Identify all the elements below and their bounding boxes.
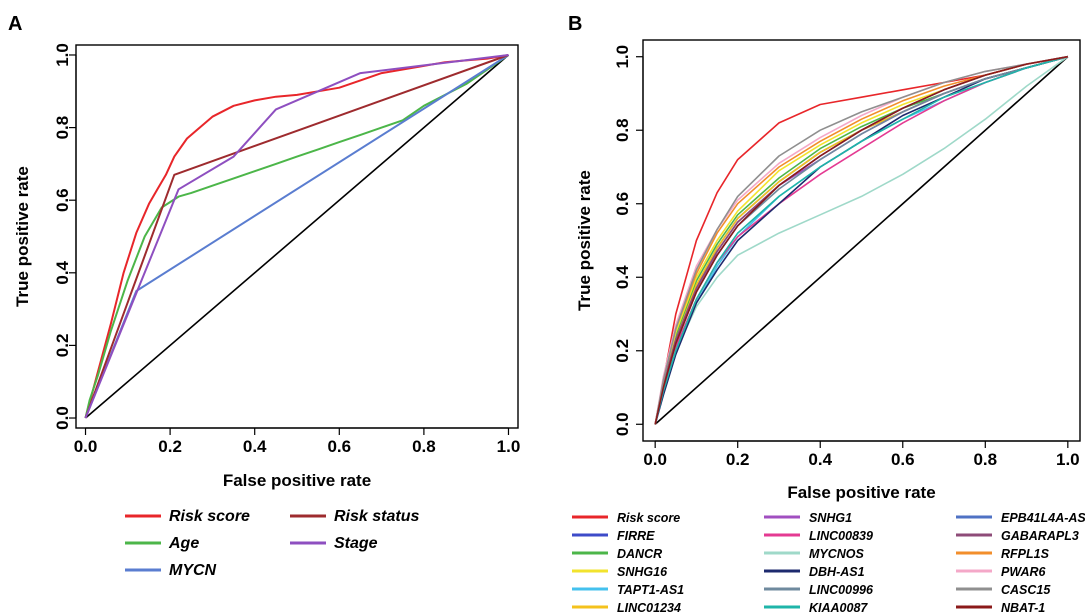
y-axis-title: True positive rate [13, 166, 32, 307]
legend-label: CASC15 [1001, 583, 1051, 597]
legend-item-nbat-1: NBAT-1 [956, 601, 1045, 614]
legend-item-linc00996: LINC00996 [764, 583, 874, 597]
y-tick-label: 0.2 [53, 334, 72, 358]
y-tick-label: 0.6 [613, 192, 632, 216]
legend-label: LINC00996 [809, 583, 874, 597]
x-tick-label: 1.0 [1056, 450, 1080, 469]
y-tick-label: 1.0 [53, 43, 72, 67]
legend-item-mycn: MYCN [125, 562, 217, 579]
legend-label: LINC00839 [809, 529, 873, 543]
panel-label: A [8, 13, 22, 35]
y-tick-label: 0.6 [53, 188, 72, 212]
legend-item-dbh-as1: DBH-AS1 [764, 565, 865, 579]
y-tick-label: 0.4 [53, 260, 72, 284]
legend-label: FIRRE [617, 529, 655, 543]
y-axis: 0.0 0.2 0.4 0.6 0.8 1.0 True positive rate [13, 43, 77, 430]
legend-item-kiaa0087: KIAA0087 [764, 601, 868, 614]
legend-item-tapt1-as1: TAPT1-AS1 [572, 583, 684, 597]
y-tick-label: 0.8 [613, 118, 632, 142]
legend-item-snhg16: SNHG16 [572, 565, 668, 579]
legend-item-dancr: DANCR [572, 547, 662, 561]
y-tick-label: 1.0 [613, 45, 632, 69]
legend-item-age: Age [125, 535, 199, 552]
roc-curve-nbat-1 [654, 55, 1068, 425]
x-tick-label: 0.8 [412, 437, 436, 456]
x-tick-label: 0.4 [808, 450, 832, 469]
legend-label: LINC01234 [617, 601, 681, 614]
x-axis: 0.0 0.2 0.4 0.6 0.8 1.0 False positive rate [643, 440, 1080, 502]
roc-curve-kiaa0087 [654, 55, 1069, 425]
legend-label: NBAT-1 [1001, 601, 1045, 614]
legend-item-risk-score: Risk score [572, 511, 680, 525]
legend-label: SNHG16 [617, 565, 668, 579]
x-axis-title: False positive rate [787, 483, 935, 502]
legend-item-risk-score: Risk score [125, 508, 250, 525]
roc-curve-stage [84, 54, 509, 419]
y-tick-label: 0.2 [613, 339, 632, 363]
legend-item-risk-status: Risk status [290, 508, 419, 525]
y-tick-label: 0.0 [53, 406, 72, 430]
legend-label: KIAA0087 [809, 601, 868, 614]
legend-item-firre: FIRRE [572, 529, 655, 543]
x-axis-title: False positive rate [223, 471, 371, 490]
diagonal-reference-line [84, 54, 510, 419]
x-tick-label: 0.6 [327, 437, 351, 456]
legend-item-linc00839: LINC00839 [764, 529, 873, 543]
y-axis: 0.0 0.2 0.4 0.6 0.8 1.0 True positive rate [575, 45, 644, 436]
y-tick-label: 0.8 [53, 116, 72, 140]
x-tick-label: 0.4 [243, 437, 267, 456]
x-tick-label: 0.6 [891, 450, 915, 469]
x-tick-label: 0.2 [726, 450, 750, 469]
legend-label: Age [168, 535, 199, 552]
panel-label: B [568, 13, 582, 35]
legend-item-stage: Stage [290, 535, 378, 552]
x-tick-label: 1.0 [497, 437, 521, 456]
legend-label: Stage [334, 535, 378, 552]
x-axis: 0.0 0.2 0.4 0.6 0.8 1.0 False positive rate [74, 427, 521, 490]
legend-item-casc15: CASC15 [956, 583, 1051, 597]
legend: Risk score FIRRE DANCR SNHG16 TAPT1-AS1 LINC0… [572, 511, 1085, 614]
legend-item-mycnos: MYCNOS [764, 547, 865, 561]
x-tick-label: 0.0 [643, 450, 667, 469]
diagonal-reference-line [654, 56, 1069, 425]
legend-label: SNHG1 [809, 511, 852, 525]
legend-item-gabarapl3: GABARAPL3 [956, 529, 1079, 543]
legend: Risk score Age MYCN Risk status Stage [125, 508, 419, 579]
legend-label: MYCN [169, 562, 217, 579]
y-tick-label: 0.0 [613, 412, 632, 436]
legend-item-epb41l4a-as2: EPB41L4A-AS2 [956, 511, 1085, 525]
legend-label: EPB41L4A-AS2 [1001, 511, 1085, 525]
legend-label: GABARAPL3 [1001, 529, 1079, 543]
y-tick-label: 0.4 [613, 265, 632, 289]
legend-label: DBH-AS1 [809, 565, 865, 579]
roc-curve-risk-status [84, 54, 509, 419]
roc-curve-casc15 [654, 55, 1068, 425]
legend-label: PWAR6 [1001, 565, 1047, 579]
legend-label: Risk status [334, 508, 419, 525]
legend-item-linc01234: LINC01234 [572, 601, 681, 614]
legend-label: RFPL1S [1001, 547, 1050, 561]
legend-label: Risk score [617, 511, 680, 525]
x-tick-label: 0.8 [973, 450, 997, 469]
legend-item-snhg1: SNHG1 [764, 511, 852, 525]
x-tick-label: 0.0 [74, 437, 98, 456]
legend-label: DANCR [617, 547, 662, 561]
x-tick-label: 0.2 [158, 437, 182, 456]
roc-curve-age [84, 54, 510, 419]
legend-item-pwar6: PWAR6 [956, 565, 1047, 579]
legend-label: Risk score [169, 508, 250, 525]
legend-label: TAPT1-AS1 [617, 583, 684, 597]
legend-item-rfpl1s: RFPL1S [956, 547, 1050, 561]
y-axis-title: True positive rate [575, 170, 594, 311]
legend-label: MYCNOS [809, 547, 865, 561]
